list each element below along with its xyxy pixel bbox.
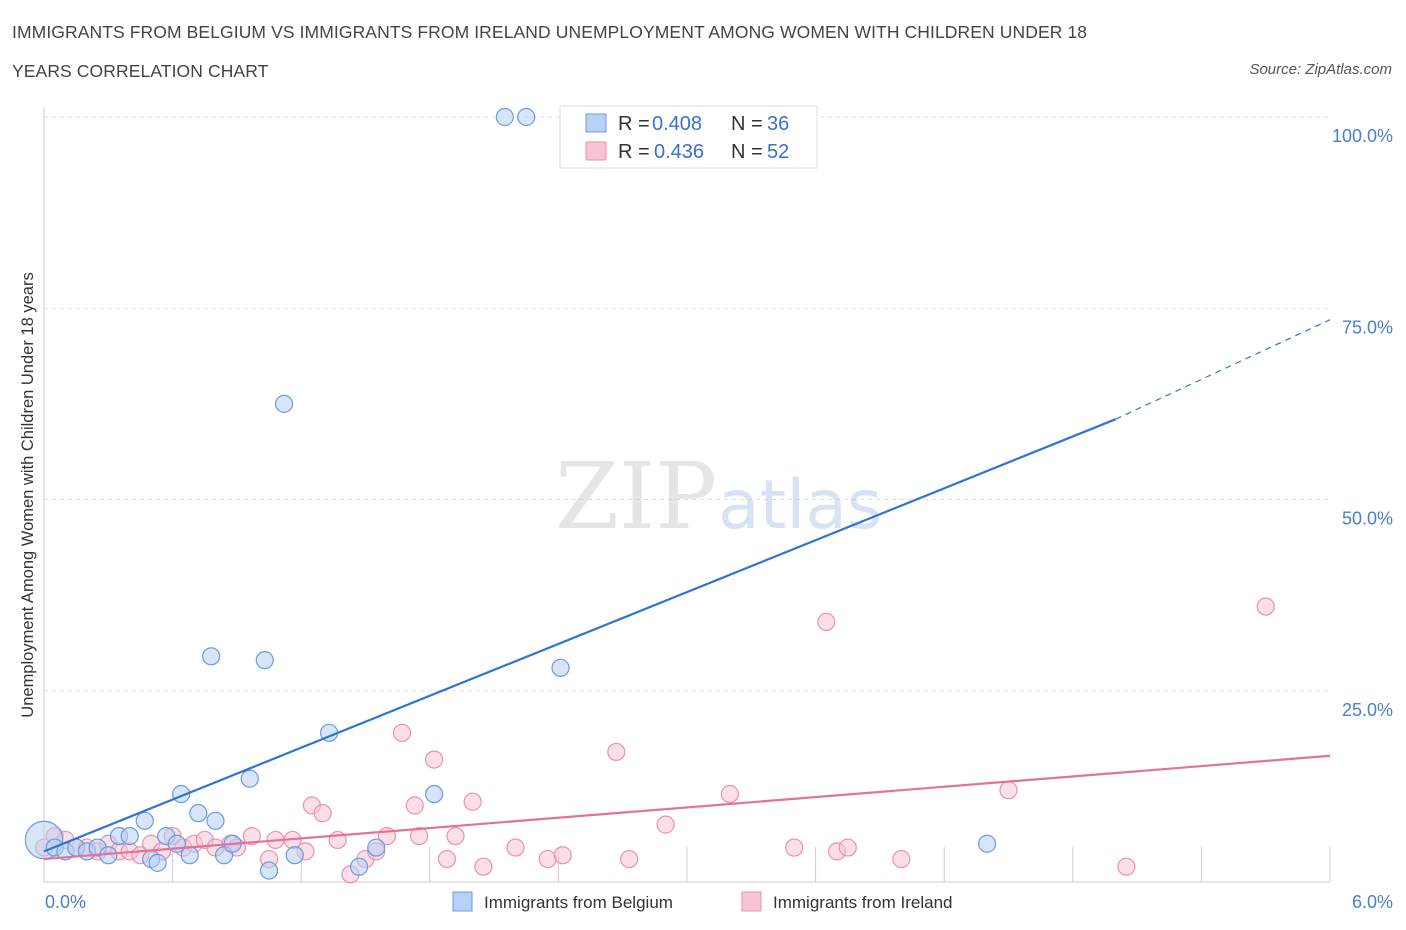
belgium-n-label: N = [731,113,763,135]
source-label: Source: ZipAtlas.com [1249,61,1392,78]
ireland-point [607,742,626,762]
grid-lines [44,116,1330,692]
trend-lines [43,319,1331,861]
stats-legend: R = 0.408 N = 36 R = 0.436 N = 52 [559,105,818,169]
belgium-point [135,811,154,830]
ireland-point [405,796,424,815]
ireland-point [785,838,804,857]
ireland-stat-swatch [585,141,607,161]
belgium-point [148,853,167,872]
ireland-point [999,781,1018,800]
belgium-r-value: 0.408 [652,113,702,135]
belgium-point [120,826,139,846]
belgium-trend-extension [1115,319,1331,420]
belgium-point [349,857,369,876]
belgium-n-value: 36 [767,113,789,135]
y-tick-label: 100.0% [1332,126,1393,146]
ireland-point [474,857,493,876]
belgium-point [240,769,259,788]
belgium-point [517,107,536,127]
watermark: ZIP [555,443,717,550]
ireland-point [538,849,557,869]
ireland-point [553,846,572,865]
series-legend: Immigrants from Belgium Immigrants from … [452,891,953,912]
ireland-point [656,815,675,834]
legend-belgium-swatch [452,891,473,912]
belgium-point [495,107,514,127]
belgium-point [367,838,386,857]
belgium-trend-line [43,418,1117,853]
belgium-point [274,394,294,413]
x-tick-label-max: 6.0% [1352,892,1393,912]
ireland-points [34,597,1275,884]
ireland-point [838,838,857,857]
ireland-point [424,750,444,769]
belgium-point [259,861,279,880]
ireland-point [720,784,739,804]
ireland-point [817,612,836,632]
ireland-point [463,792,482,811]
legend-belgium-label: Immigrants from Belgium [484,893,673,912]
belgium-point [285,846,304,865]
legend-ireland-swatch [741,891,762,912]
belgium-point [551,658,570,677]
ireland-r-label: R = [618,141,650,163]
chart-title-line-1: IMMIGRANTS FROM BELGIUM VS IMMIGRANTS FR… [12,22,1088,42]
belgium-stat-swatch [585,113,607,133]
y-tick-label: 75.0% [1342,317,1393,337]
belgium-point [202,647,221,666]
y-axis-label: Unemployment Among Women with Children U… [19,272,37,717]
chart-title-line-2: YEARS CORRELATION CHART [12,61,269,81]
legend-ireland-label: Immigrants from Ireland [773,893,953,912]
ireland-point [437,849,457,869]
belgium-point [424,784,444,804]
ireland-point [620,849,639,869]
watermark-atlas: atlas [718,466,882,545]
ireland-point [1256,597,1275,616]
belgium-point [255,651,274,670]
ireland-point [1117,857,1136,876]
ireland-trend-line [43,754,1331,861]
y-tick-labels: 25.0% 50.0% 75.0% 100.0% [1332,126,1393,720]
belgium-r-label: R = [618,113,650,135]
ireland-n-value: 52 [767,141,789,163]
y-tick-label: 25.0% [1342,700,1393,720]
ireland-point [506,838,525,857]
ireland-point [242,826,262,846]
belgium-point [206,811,225,830]
ireland-point [892,849,911,869]
belgium-point [977,834,997,853]
x-tick-label-min: 0.0% [45,892,86,912]
belgium-point [189,804,208,823]
belgium-point [180,846,199,865]
ireland-r-value: 0.436 [654,141,704,163]
ireland-point [313,804,332,823]
y-tick-label: 50.0% [1342,509,1393,529]
ireland-n-label: N = [731,141,763,163]
belgium-points [24,107,997,880]
ireland-point [392,723,412,742]
ireland-point [446,826,465,846]
ireland-point [409,826,429,846]
